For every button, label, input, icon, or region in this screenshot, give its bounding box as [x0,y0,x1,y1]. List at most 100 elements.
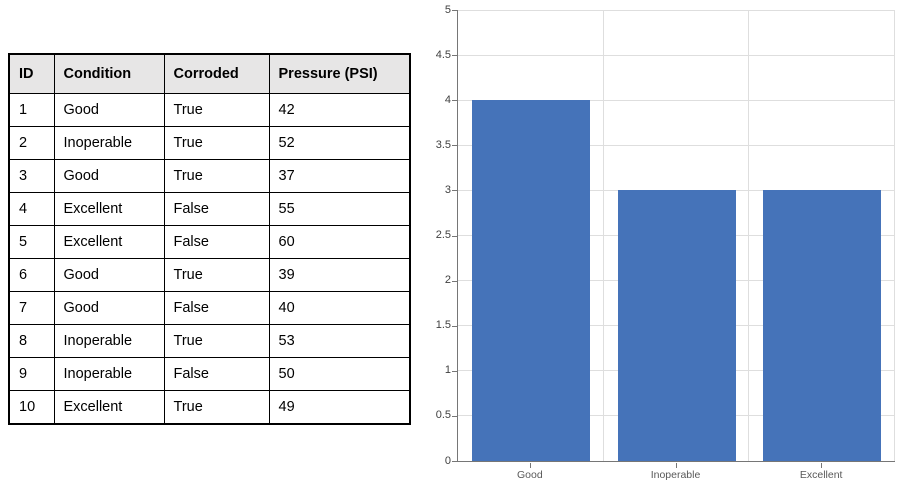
v-gridline [894,10,895,461]
x-axis-tick [821,462,823,468]
pipe-data-table: ID Condition Corroded Pressure (PSI) 1 Good T… [8,53,411,425]
h-gridline [458,99,895,101]
table-row: 2 Inoperable True 52 [8,126,411,160]
table-cell: 53 [268,324,411,358]
y-tick-label: 0.5 [435,409,451,422]
y-axis-tick [452,190,457,192]
table-cell: 60 [268,225,411,259]
table-cell: True [163,258,270,292]
bar-excellent [763,190,882,461]
table-cell: False [163,192,270,226]
table-cell: Good [53,258,165,292]
y-tick-label: 3 [444,183,451,196]
table-row: 8 Inoperable True 53 [8,324,411,358]
table-cell: False [163,291,270,325]
bar-inoperable [617,190,736,461]
v-gridline [602,10,604,461]
h-gridline [458,189,895,191]
y-tick-label: 4.5 [435,48,451,61]
table-cell: 49 [268,390,411,425]
x-axis-tick [675,462,677,468]
table-row: 4 Excellent False 55 [8,192,411,226]
table-header: ID Condition Corroded Pressure (PSI) [8,53,411,94]
table-cell: 7 [8,291,55,325]
table-cell: 39 [268,258,411,292]
table-cell: False [163,225,270,259]
y-axis-tick [452,55,457,57]
column-header: Pressure (PSI) [268,53,411,94]
header-row: ID Condition Corroded Pressure (PSI) [8,53,411,94]
column-header: ID [8,53,55,94]
table-cell: 5 [8,225,55,259]
table-row: 5 Excellent False 60 [8,225,411,259]
column-header: Corroded [163,53,270,94]
table-cell: 50 [268,357,411,391]
table-row: 3 Good True 37 [8,159,411,193]
y-tick-label: 1 [444,364,451,377]
table-cell: 3 [8,159,55,193]
y-tick-label: 2.5 [435,229,451,241]
h-gridline [458,54,895,56]
x-tick-label: Inoperable [650,469,701,481]
table-cell: True [163,324,270,358]
y-axis-tick [452,370,457,372]
table-cell: 10 [8,390,55,425]
x-tick-label: Good [516,469,543,481]
table-body: 1 Good True 42 2 Inoperable True 52 3 Good True 37 4… [8,93,411,425]
x-axis-tick [529,462,531,468]
table-cell: True [163,126,270,160]
y-axis-tick [452,10,457,11]
y-tick-label: 0 [444,454,451,467]
table-cell: Good [53,93,165,127]
column-header: Condition [53,53,165,94]
condition-bar-chart: 0 0.5 1 1.5 2 2.5 3 3.5 4 4.5 5 Good Inoperable Exce… [420,0,904,487]
table-cell: 1 [8,93,55,127]
y-tick-label: 5 [444,3,451,16]
table-cell: Good [53,159,165,193]
table-cell: Good [53,291,165,325]
table-cell: False [163,357,270,391]
y-tick-label: 4 [444,93,451,106]
y-tick-label: 3.5 [435,138,451,151]
y-axis-tick [452,145,457,147]
table-cell: True [163,390,270,425]
table-cell: Excellent [53,225,165,259]
y-axis-tick [452,325,457,327]
x-tick-label: Excellent [799,469,843,481]
h-gridline [458,9,895,11]
y-axis-tick [452,235,457,237]
y-axis-tick [452,461,457,462]
table-cell: 9 [8,357,55,391]
table-cell: 6 [8,258,55,292]
table-cell: Inoperable [53,357,165,391]
table-cell: 42 [268,93,411,127]
table-cell: 55 [268,192,411,226]
y-axis-tick [452,100,457,102]
y-axis-tick [452,280,457,282]
table-cell: Excellent [53,390,165,425]
table-cell: Excellent [53,192,165,226]
table-cell: 2 [8,126,55,160]
table-cell: True [163,159,270,193]
table-cell: Inoperable [53,324,165,358]
table-cell: 4 [8,192,55,226]
table-cell: 37 [268,159,411,193]
table-cell: 40 [268,291,411,325]
table-cell: 52 [268,126,411,160]
table-row: 9 Inoperable False 50 [8,357,411,391]
v-gridline [748,10,750,461]
table-cell: True [163,93,270,127]
table-cell: 8 [8,324,55,358]
table-row: 10 Excellent True 49 [8,390,411,425]
table-row: 6 Good True 39 [8,258,411,292]
y-tick-label: 1.5 [435,319,451,332]
plot-area [457,9,895,462]
h-gridline [458,144,895,146]
table-row: 1 Good True 42 [8,93,411,127]
table-cell: Inoperable [53,126,165,160]
table-row: 7 Good False 40 [8,291,411,325]
bar-good [471,100,590,461]
y-tick-label: 2 [444,274,451,287]
y-axis-tick [452,415,457,417]
